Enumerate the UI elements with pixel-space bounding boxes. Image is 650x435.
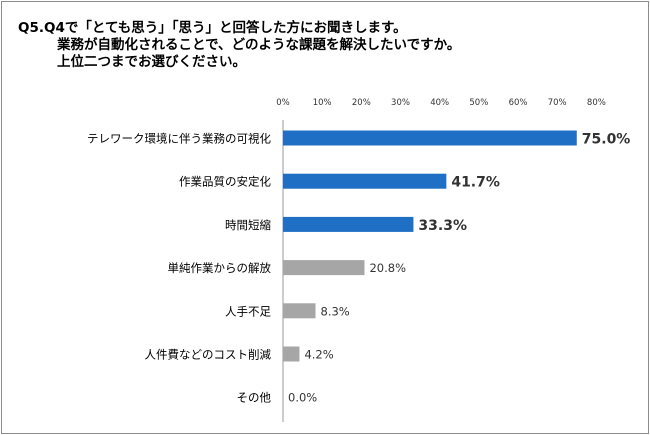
value-label: 75.0%: [582, 132, 631, 148]
bar: [283, 216, 414, 232]
x-tick-label: 0%: [276, 98, 290, 108]
category-label: 人手不足: [225, 304, 271, 318]
category-label: テレワーク環境に伴う業務の可視化: [87, 132, 271, 146]
category-label: 作業品質の安定化: [179, 175, 271, 189]
category-label: 人件費などのコスト削減: [145, 348, 272, 362]
value-label: 41.7%: [451, 175, 500, 191]
question-title-line-1: Q5.Q4で「とても思う」「思う」と回答した方にお聞きします。: [18, 20, 407, 36]
value-label: 0.0%: [288, 391, 317, 405]
category-label: 時間短縮: [225, 218, 271, 232]
bar: [283, 346, 300, 362]
value-label: 33.3%: [418, 218, 467, 234]
x-tick-label: 40%: [430, 98, 449, 108]
x-tick-label: 60%: [509, 98, 528, 108]
question-title-line-2: 業務が自動化されることで、どのような課題を解決したいですか。: [57, 37, 461, 53]
x-tick-label: 30%: [391, 98, 410, 108]
bar: [283, 260, 365, 276]
question-title-line-3: 上位二つまでお選びください。: [57, 54, 246, 70]
x-tick-label: 70%: [548, 98, 567, 108]
bar: [283, 303, 316, 319]
category-label: その他: [237, 391, 272, 405]
x-tick-label: 50%: [469, 98, 488, 108]
x-tick-label: 10%: [313, 98, 332, 108]
bar: [283, 130, 577, 146]
x-tick-label: 20%: [352, 98, 371, 108]
x-tick-label: 80%: [587, 98, 606, 108]
value-label: 4.2%: [304, 348, 333, 362]
bar: [283, 173, 447, 189]
category-label: 単純作業からの解放: [168, 261, 272, 275]
value-label: 8.3%: [321, 304, 350, 318]
value-label: 20.8%: [369, 261, 406, 275]
